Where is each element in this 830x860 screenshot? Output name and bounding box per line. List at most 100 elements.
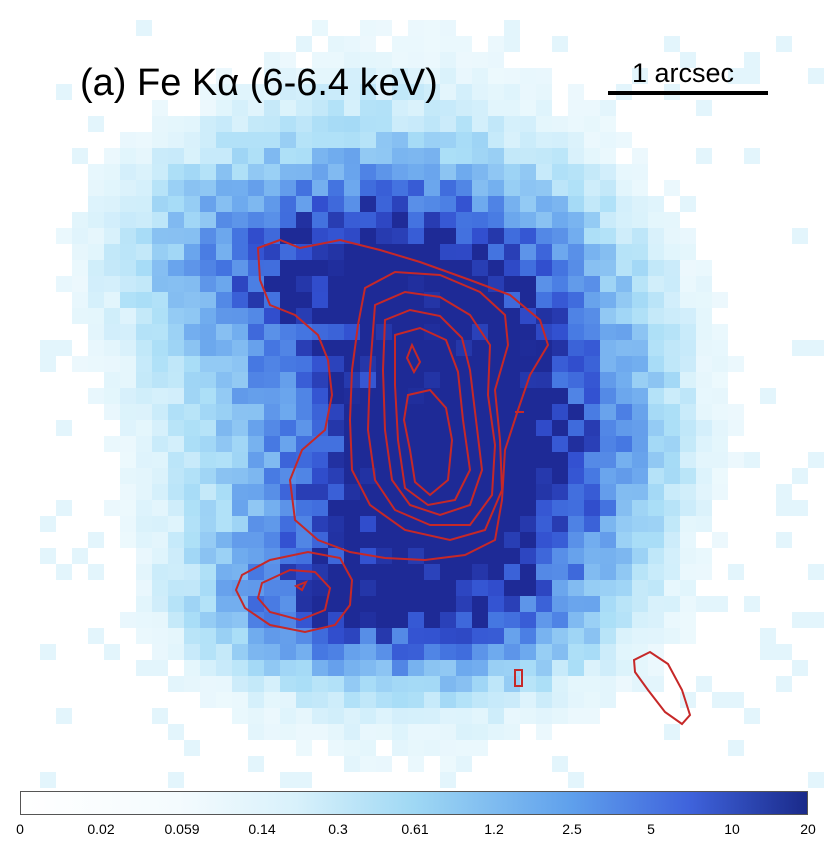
map-pixel [424,228,440,244]
map-pixel [520,404,536,420]
map-pixel [552,244,568,260]
map-pixel [104,180,120,196]
map-pixel [232,468,248,484]
map-pixel [568,164,584,180]
map-pixel [632,612,648,628]
map-pixel [456,644,472,660]
map-pixel [232,100,248,116]
map-pixel [344,436,360,452]
map-pixel [200,612,216,628]
map-pixel [328,180,344,196]
map-pixel [168,644,184,660]
map-pixel [552,548,568,564]
map-pixel [744,52,760,68]
map-pixel [424,116,440,132]
map-pixel [568,244,584,260]
map-pixel [296,740,312,756]
map-pixel [568,196,584,212]
map-pixel [600,372,616,388]
map-pixel [504,532,520,548]
map-pixel [392,276,408,292]
map-pixel [392,580,408,596]
map-pixel [632,596,648,612]
map-pixel [344,724,360,740]
map-pixel [424,100,440,116]
map-pixel [536,372,552,388]
map-pixel [200,436,216,452]
map-pixel [216,660,232,676]
map-pixel [264,260,280,276]
map-pixel [680,276,696,292]
map-pixel [648,564,664,580]
map-pixel [152,212,168,228]
map-pixel [472,612,488,628]
map-pixel [152,340,168,356]
map-pixel [520,260,536,276]
map-pixel [728,452,744,468]
map-pixel [344,100,360,116]
map-pixel [696,100,712,116]
map-pixel [664,612,680,628]
map-pixel [344,660,360,676]
map-pixel [344,532,360,548]
map-pixel [168,420,184,436]
map-pixel [232,660,248,676]
map-pixel [264,372,280,388]
map-pixel [552,36,568,52]
map-pixel [280,516,296,532]
map-pixel [248,340,264,356]
map-pixel [504,196,520,212]
map-pixel [200,100,216,116]
map-pixel [408,612,424,628]
map-pixel [248,404,264,420]
map-pixel [168,436,184,452]
map-pixel [616,468,632,484]
map-pixel [344,292,360,308]
map-pixel [184,212,200,228]
map-pixel [280,132,296,148]
map-pixel [328,84,344,100]
map-pixel [280,628,296,644]
map-pixel [360,212,376,228]
map-pixel [536,564,552,580]
map-pixel [200,340,216,356]
map-pixel [600,660,616,676]
map-pixel [136,20,152,36]
map-pixel [168,532,184,548]
map-pixel [488,228,504,244]
map-pixel [440,308,456,324]
map-pixel [584,132,600,148]
map-pixel [392,724,408,740]
map-pixel [616,388,632,404]
map-pixel [408,676,424,692]
map-pixel [520,196,536,212]
contour-overlay [234,238,692,726]
map-pixel [440,452,456,468]
map-pixel [376,100,392,116]
map-pixel [696,372,712,388]
map-pixel [680,340,696,356]
map-pixel [184,388,200,404]
map-pixel [600,532,616,548]
map-pixel [200,468,216,484]
map-pixel [152,372,168,388]
map-pixel [680,436,696,452]
map-pixel [344,52,360,68]
map-pixel [536,164,552,180]
map-pixel [616,372,632,388]
contour-line [256,568,332,622]
map-pixel [584,180,600,196]
map-pixel [200,548,216,564]
map-pixel [520,468,536,484]
map-pixel [248,180,264,196]
map-pixel [472,724,488,740]
map-pixel [648,676,664,692]
map-pixel [280,772,296,788]
map-pixel [136,388,152,404]
map-pixel [696,276,712,292]
map-pixel [184,116,200,132]
map-pixel [520,84,536,100]
map-pixel [776,644,792,660]
map-pixel [216,68,232,84]
